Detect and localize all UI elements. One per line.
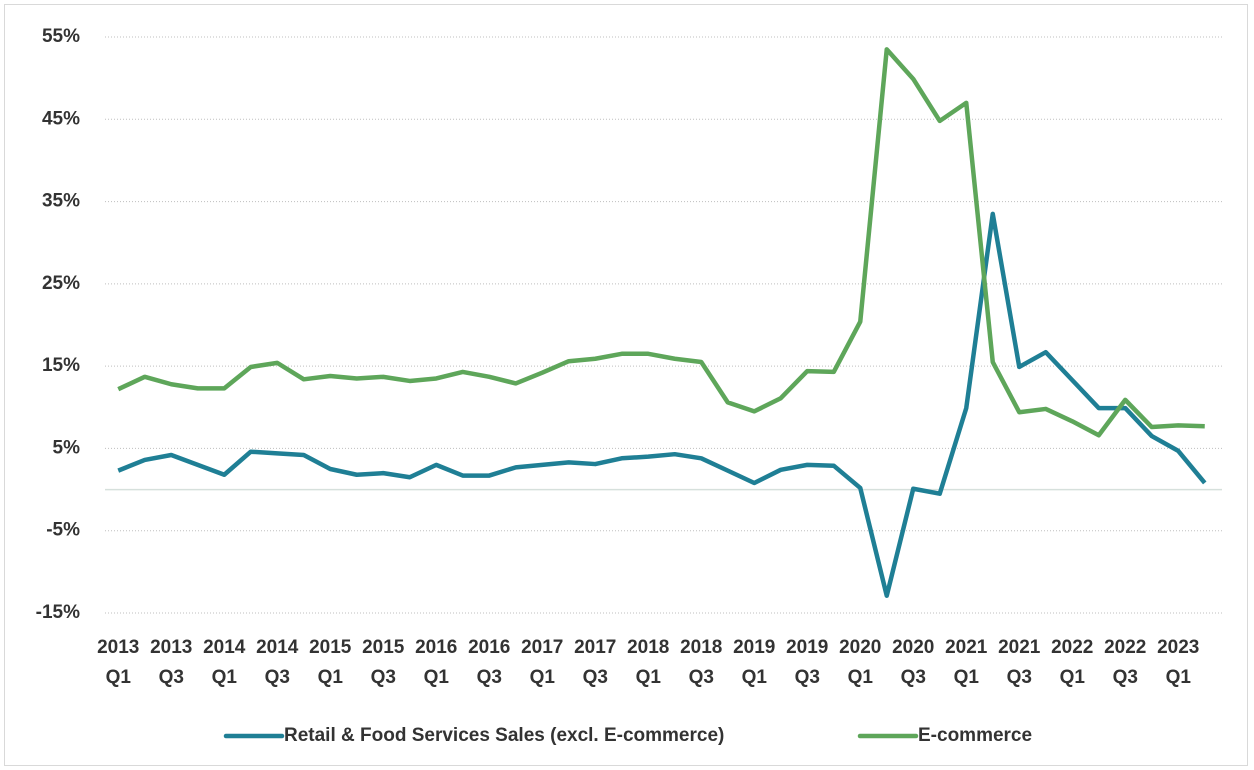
legend-label: E-commerce (918, 725, 1032, 746)
x-tick-label: 2017 Q1 (521, 637, 564, 688)
x-tick-label: 2018 Q1 (627, 637, 670, 688)
x-tick-label: 2021 Q1 (945, 637, 988, 688)
y-tick-label: 15% (42, 355, 80, 376)
y-tick-label: 35% (42, 191, 80, 212)
x-tick-label: 2023 Q1 (1157, 637, 1200, 688)
chart-frame (4, 4, 1248, 766)
y-tick-label: 25% (42, 273, 80, 294)
x-tick-label: 2022 Q1 (1051, 637, 1094, 688)
series-line (117, 47, 1205, 438)
x-tick-label: 2022 Q3 (1104, 637, 1147, 688)
x-tick-label: 2015 Q1 (309, 637, 352, 688)
x-tick-label: 2014 Q3 (256, 637, 299, 688)
x-tick-label: 2019 Q1 (733, 637, 776, 688)
y-tick-label: 45% (42, 108, 80, 129)
legend-label: Retail & Food Services Sales (excl. E-co… (284, 725, 724, 746)
x-tick-label: 2018 Q3 (680, 637, 723, 688)
y-tick-label: -5% (46, 520, 80, 541)
x-tick-label: 2019 Q3 (786, 637, 829, 688)
y-tick-label: -15% (36, 602, 80, 623)
series-line (117, 211, 1207, 598)
x-tick-label: 2013 Q1 (97, 637, 140, 688)
x-tick-label: 2016 Q1 (415, 637, 458, 688)
x-tick-label: 2015 Q3 (362, 637, 405, 688)
x-tick-label: 2020 Q3 (892, 637, 935, 688)
x-tick-label: 2013 Q3 (150, 637, 193, 688)
x-tick-label: 2017 Q3 (574, 637, 617, 688)
y-tick-label: 5% (53, 437, 81, 458)
x-tick-label: 2021 Q3 (998, 637, 1041, 688)
x-tick-label: 2016 Q3 (468, 637, 511, 688)
y-tick-label: 55% (42, 26, 80, 47)
x-tick-label: 2014 Q1 (203, 637, 246, 688)
x-tick-label: 2020 Q1 (839, 637, 882, 688)
